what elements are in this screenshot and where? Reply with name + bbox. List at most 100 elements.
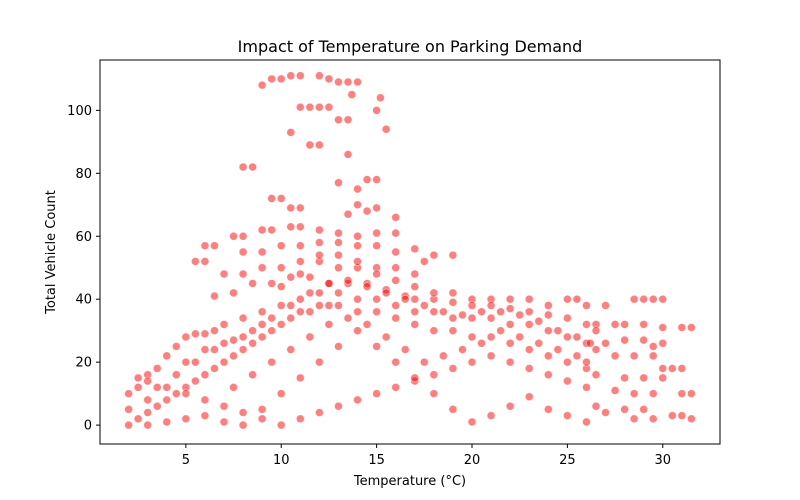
scatter-point xyxy=(658,294,668,304)
scatter-point xyxy=(505,357,515,367)
scatter-point xyxy=(296,71,305,81)
scatter-point xyxy=(238,162,248,172)
scatter-point xyxy=(162,417,172,427)
scatter-point xyxy=(534,338,544,348)
scatter-point xyxy=(353,294,362,304)
scatter-point xyxy=(563,294,572,304)
scatter-point xyxy=(238,247,248,257)
scatter-point xyxy=(353,184,362,194)
scatter-point xyxy=(391,313,400,323)
scatter-point xyxy=(515,332,524,342)
scatter-point xyxy=(229,351,238,361)
scatter-point xyxy=(296,257,305,266)
scatter-point xyxy=(677,411,687,420)
scatter-point xyxy=(391,301,400,310)
scatter-point xyxy=(219,401,229,411)
scatter-point xyxy=(152,383,162,392)
scatter-point xyxy=(143,408,152,417)
scatter-point xyxy=(133,373,143,383)
scatter-point xyxy=(210,291,219,301)
scatter-point xyxy=(420,357,429,367)
scatter-point xyxy=(505,304,515,313)
scatter-point xyxy=(200,370,210,380)
scatter-point xyxy=(315,71,324,81)
scatter-point xyxy=(372,342,381,351)
scatter-point xyxy=(315,140,324,150)
scatter-point xyxy=(648,389,658,398)
plot-frame xyxy=(99,59,721,445)
scatter-point xyxy=(286,345,296,354)
scatter-point xyxy=(343,209,353,219)
scatter-point xyxy=(486,332,496,342)
scatter-point xyxy=(305,332,315,342)
scatter-point xyxy=(343,115,353,125)
scatter-point xyxy=(448,364,458,373)
scatter-point xyxy=(257,405,267,414)
scatter-point xyxy=(343,313,353,323)
scatter-point xyxy=(524,345,534,354)
scatter-point xyxy=(505,320,515,329)
scatter-point xyxy=(629,389,639,398)
scatter-point xyxy=(534,316,544,326)
scatter-point xyxy=(668,364,677,373)
scatter-point xyxy=(353,257,362,266)
x-tick-label: 5 xyxy=(182,453,190,468)
scatter-point xyxy=(658,373,668,383)
scatter-point xyxy=(229,335,238,345)
scatter-point xyxy=(181,332,191,342)
scatter-point xyxy=(296,102,305,112)
scatter-point xyxy=(381,288,391,298)
scatter-point xyxy=(276,389,286,398)
scatter-point xyxy=(238,332,248,342)
scatter-point xyxy=(420,301,429,310)
scatter-point xyxy=(572,332,582,342)
scatter-point xyxy=(315,288,324,298)
scatter-point xyxy=(477,338,486,348)
scatter-point xyxy=(648,294,658,304)
scatter-point xyxy=(296,203,305,213)
scatter-point xyxy=(248,338,257,348)
scatter-point xyxy=(334,301,343,310)
scatter-point xyxy=(143,395,152,405)
scatter-point xyxy=(334,401,343,411)
scatter-point xyxy=(658,338,668,348)
scatter-point xyxy=(391,247,400,257)
scatter-point xyxy=(553,326,563,335)
x-tick-label: 25 xyxy=(559,453,576,468)
x-axis-ticks: 5 10 15 20 25 30 xyxy=(182,444,671,468)
scatter-point xyxy=(286,313,296,323)
scatter-point xyxy=(229,288,238,298)
scatter-point xyxy=(343,150,353,159)
scatter-point xyxy=(610,351,620,361)
scatter-point xyxy=(296,269,305,279)
scatter-point xyxy=(276,263,286,273)
scatter-point xyxy=(296,414,305,424)
scatter-point xyxy=(572,294,582,304)
scatter-point xyxy=(315,250,324,260)
scatter-point xyxy=(124,389,133,398)
scatter-point xyxy=(334,263,343,273)
y-tick-label: 40 xyxy=(75,293,92,308)
scatter-point xyxy=(582,357,591,367)
scatter-point xyxy=(620,320,629,329)
scatter-point xyxy=(601,338,610,348)
scatter-point xyxy=(267,313,276,323)
scatter-point xyxy=(334,228,343,238)
scatter-point xyxy=(544,310,553,320)
scatter-point xyxy=(458,310,467,320)
scatter-point xyxy=(458,345,467,354)
scatter-point xyxy=(496,326,505,335)
scatter-point xyxy=(467,357,477,367)
scatter-point xyxy=(286,272,296,282)
scatter-point xyxy=(200,345,210,354)
scatter-point xyxy=(324,279,334,288)
scatter-point xyxy=(553,345,563,354)
scatter-point xyxy=(229,231,238,241)
scatter-point xyxy=(191,376,200,386)
scatter-point xyxy=(524,320,534,329)
scatter-point xyxy=(353,200,362,210)
scatter-point xyxy=(391,263,400,273)
scatter-point xyxy=(620,373,629,383)
scatter-point xyxy=(238,231,248,241)
x-tick-label: 20 xyxy=(464,453,481,468)
